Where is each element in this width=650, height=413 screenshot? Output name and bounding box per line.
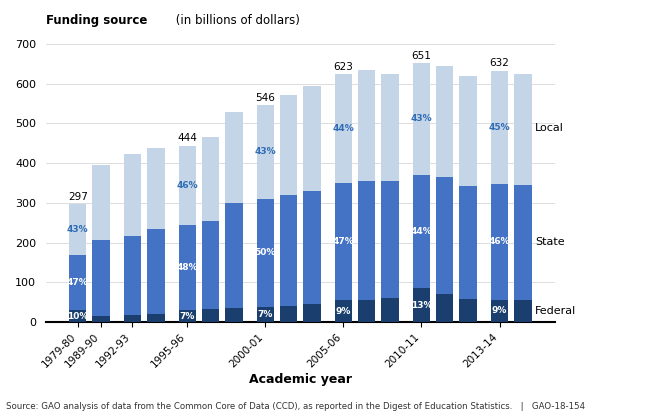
Bar: [202, 221, 219, 309]
Text: 48%: 48%: [176, 263, 198, 272]
Bar: [491, 184, 508, 299]
Bar: [436, 177, 454, 294]
Bar: [147, 314, 164, 322]
Text: 546: 546: [255, 93, 275, 103]
Text: 44%: 44%: [333, 124, 354, 133]
Text: 13%: 13%: [411, 301, 432, 310]
Text: 7%: 7%: [179, 312, 195, 320]
Bar: [514, 185, 532, 300]
Bar: [280, 195, 297, 306]
Text: 10%: 10%: [67, 312, 88, 321]
Bar: [69, 310, 86, 322]
Bar: [124, 235, 141, 315]
Bar: [335, 74, 352, 183]
Bar: [460, 186, 477, 299]
Bar: [303, 304, 320, 322]
Text: 45%: 45%: [489, 123, 510, 132]
Bar: [413, 288, 430, 322]
Bar: [514, 300, 532, 322]
Bar: [202, 137, 219, 221]
Bar: [413, 175, 430, 288]
Bar: [257, 199, 274, 307]
Bar: [335, 183, 352, 300]
Bar: [69, 255, 86, 310]
Bar: [124, 315, 141, 322]
Bar: [514, 74, 532, 185]
Text: 297: 297: [68, 192, 88, 202]
X-axis label: Academic year: Academic year: [249, 373, 352, 386]
Text: 46%: 46%: [176, 181, 198, 190]
Bar: [225, 112, 242, 203]
Text: Funding source: Funding source: [46, 14, 147, 27]
Text: 43%: 43%: [255, 147, 276, 156]
Text: Source: GAO analysis of data from the Common Core of Data (CCD), as reported in : Source: GAO analysis of data from the Co…: [6, 402, 586, 411]
Bar: [436, 294, 454, 322]
Text: 9%: 9%: [492, 306, 507, 316]
Text: Federal: Federal: [535, 306, 577, 316]
Bar: [358, 70, 376, 181]
Bar: [92, 165, 110, 240]
Bar: [225, 203, 242, 309]
Bar: [257, 105, 274, 199]
Bar: [358, 181, 376, 300]
Text: 444: 444: [177, 133, 197, 143]
Text: 47%: 47%: [67, 278, 88, 287]
Bar: [460, 76, 477, 186]
Bar: [179, 146, 196, 225]
Bar: [124, 154, 141, 235]
Text: 43%: 43%: [67, 225, 88, 234]
Bar: [280, 95, 297, 195]
Bar: [179, 225, 196, 310]
Bar: [92, 316, 110, 322]
Bar: [179, 310, 196, 322]
Bar: [92, 240, 110, 316]
Text: 44%: 44%: [411, 227, 432, 236]
Bar: [303, 85, 320, 191]
Text: Local: Local: [535, 123, 564, 133]
Text: 46%: 46%: [489, 237, 510, 247]
Bar: [460, 299, 477, 322]
Text: 7%: 7%: [257, 310, 273, 319]
Bar: [491, 299, 508, 322]
Bar: [335, 300, 352, 322]
Bar: [147, 229, 164, 314]
Text: 43%: 43%: [411, 114, 432, 123]
Bar: [382, 299, 398, 322]
Bar: [303, 191, 320, 304]
Text: (in billions of dollars): (in billions of dollars): [172, 14, 300, 27]
Text: 651: 651: [411, 51, 432, 61]
Text: 632: 632: [489, 59, 510, 69]
Bar: [280, 306, 297, 322]
Bar: [225, 309, 242, 322]
Text: State: State: [535, 237, 565, 247]
Text: 50%: 50%: [255, 248, 276, 257]
Bar: [382, 181, 398, 299]
Bar: [69, 204, 86, 255]
Text: 9%: 9%: [335, 306, 351, 316]
Text: 623: 623: [333, 62, 354, 72]
Bar: [413, 63, 430, 175]
Bar: [358, 300, 376, 322]
Bar: [202, 309, 219, 322]
Text: 47%: 47%: [333, 237, 354, 246]
Bar: [147, 148, 164, 229]
Bar: [257, 307, 274, 322]
Bar: [382, 74, 398, 181]
Bar: [436, 66, 454, 177]
Bar: [491, 71, 508, 184]
